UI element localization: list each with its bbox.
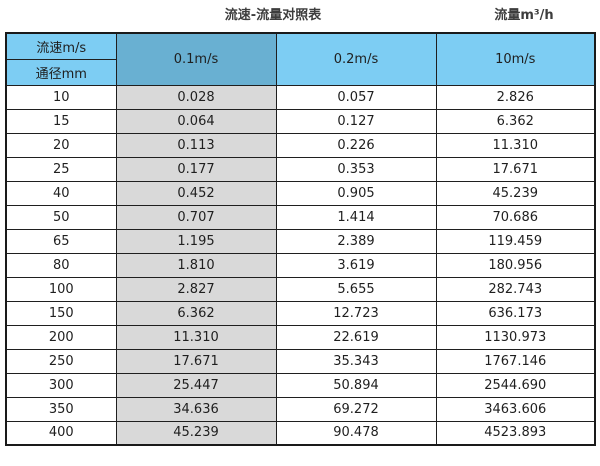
- table-body: 10 0.028 0.057 2.826 15 0.064 0.127 6.362 20 0.11…: [5, 84, 596, 446]
- flow-value-cell: 11.310: [435, 132, 596, 158]
- flow-value-cell: 17.671: [115, 348, 277, 374]
- flow-value-cell: 180.956: [435, 252, 596, 278]
- diameter-cell: 15: [5, 108, 117, 134]
- title-bar: 流速-流量对照表 流量m³/h: [0, 0, 600, 30]
- header-row-velocity: 流速m/s 0.1m/s 0.2m/s 10m/s: [5, 32, 596, 86]
- flow-value-cell: 0.177: [115, 156, 277, 182]
- header-col-0-1ms: 0.1m/s: [115, 32, 277, 86]
- diameter-cell: 80: [5, 252, 117, 278]
- diameter-cell: 65: [5, 228, 117, 254]
- table-row: 250 17.671 35.343 1767.146: [5, 348, 596, 374]
- flow-value-cell: 1.414: [275, 204, 437, 230]
- flow-value-cell: 90.478: [275, 420, 437, 446]
- table-row: 400 45.239 90.478 4523.893: [5, 420, 596, 446]
- diameter-cell: 100: [5, 276, 117, 302]
- flow-value-cell: 636.173: [435, 300, 596, 326]
- header-col-0-2ms: 0.2m/s: [275, 32, 437, 86]
- flow-value-cell: 0.127: [275, 108, 437, 134]
- table-row: 65 1.195 2.389 119.459: [5, 228, 596, 254]
- flow-comparison-table: 流速m/s 0.1m/s 0.2m/s 10m/s 通径mm 10 0.028 0.…: [5, 32, 596, 446]
- flow-value-cell: 1.810: [115, 252, 277, 278]
- flow-value-cell: 2.826: [435, 84, 596, 110]
- header-diameter-label: 通径mm: [5, 58, 117, 86]
- flow-value-cell: 3463.606: [435, 396, 596, 422]
- table-row: 80 1.810 3.619 180.956: [5, 252, 596, 278]
- flow-value-cell: 35.343: [275, 348, 437, 374]
- flow-value-cell: 119.459: [435, 228, 596, 254]
- diameter-cell: 10: [5, 84, 117, 110]
- table-row: 40 0.452 0.905 45.239: [5, 180, 596, 206]
- table-row: 350 34.636 69.272 3463.606: [5, 396, 596, 422]
- table-row: 25 0.177 0.353 17.671: [5, 156, 596, 182]
- diameter-cell: 200: [5, 324, 117, 350]
- flow-value-cell: 45.239: [115, 420, 277, 446]
- table-row: 100 2.827 5.655 282.743: [5, 276, 596, 302]
- table-row: 15 0.064 0.127 6.362: [5, 108, 596, 134]
- diameter-cell: 25: [5, 156, 117, 182]
- flow-value-cell: 2.827: [115, 276, 277, 302]
- table-row: 300 25.447 50.894 2544.690: [5, 372, 596, 398]
- flow-value-cell: 0.057: [275, 84, 437, 110]
- flow-value-cell: 2.389: [275, 228, 437, 254]
- flow-value-cell: 6.362: [435, 108, 596, 134]
- table-header: 流速m/s 0.1m/s 0.2m/s 10m/s 通径mm: [5, 32, 596, 86]
- table-row: 10 0.028 0.057 2.826: [5, 84, 596, 110]
- diameter-cell: 150: [5, 300, 117, 326]
- flow-value-cell: 1130.973: [435, 324, 596, 350]
- table-title: 流速-流量对照表: [224, 8, 322, 23]
- flow-value-cell: 25.447: [115, 372, 277, 398]
- flow-value-cell: 3.619: [275, 252, 437, 278]
- flow-value-cell: 50.894: [275, 372, 437, 398]
- flow-value-cell: 1.195: [115, 228, 277, 254]
- flow-value-cell: 70.686: [435, 204, 596, 230]
- flow-value-cell: 0.113: [115, 132, 277, 158]
- flow-value-cell: 0.064: [115, 108, 277, 134]
- diameter-cell: 400: [5, 420, 117, 446]
- flow-value-cell: 0.452: [115, 180, 277, 206]
- flow-value-cell: 4523.893: [435, 420, 596, 446]
- flow-value-cell: 6.362: [115, 300, 277, 326]
- table-row: 50 0.707 1.414 70.686: [5, 204, 596, 230]
- flow-value-cell: 0.353: [275, 156, 437, 182]
- diameter-cell: 250: [5, 348, 117, 374]
- header-velocity-label: 流速m/s: [5, 32, 117, 60]
- table-row: 150 6.362 12.723 636.173: [5, 300, 596, 326]
- flow-value-cell: 11.310: [115, 324, 277, 350]
- flow-unit-title: 流量m³/h: [494, 8, 554, 23]
- diameter-cell: 350: [5, 396, 117, 422]
- flow-value-cell: 69.272: [275, 396, 437, 422]
- diameter-cell: 300: [5, 372, 117, 398]
- flow-value-cell: 0.905: [275, 180, 437, 206]
- table-row: 200 11.310 22.619 1130.973: [5, 324, 596, 350]
- flow-value-cell: 282.743: [435, 276, 596, 302]
- header-col-10ms: 10m/s: [435, 32, 596, 86]
- flow-value-cell: 45.239: [435, 180, 596, 206]
- header-row-diameter: 通径mm: [5, 58, 595, 86]
- flow-value-cell: 34.636: [115, 396, 277, 422]
- flow-value-cell: 2544.690: [435, 372, 596, 398]
- flow-value-cell: 0.226: [275, 132, 437, 158]
- table-row: 20 0.113 0.226 11.310: [5, 132, 596, 158]
- flow-value-cell: 17.671: [435, 156, 596, 182]
- flow-value-cell: 0.028: [115, 84, 277, 110]
- flow-value-cell: 0.707: [115, 204, 277, 230]
- flow-value-cell: 5.655: [275, 276, 437, 302]
- diameter-cell: 20: [5, 132, 117, 158]
- diameter-cell: 40: [5, 180, 117, 206]
- flow-value-cell: 1767.146: [435, 348, 596, 374]
- flow-value-cell: 22.619: [275, 324, 437, 350]
- diameter-cell: 50: [5, 204, 117, 230]
- flow-value-cell: 12.723: [275, 300, 437, 326]
